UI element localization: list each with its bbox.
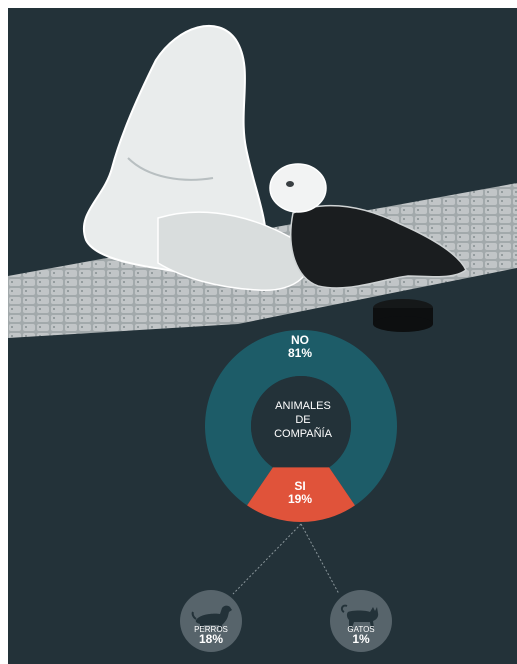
- breakdown-perros: PERROS 18%: [180, 590, 242, 652]
- slice-label-si: SI 19%: [270, 480, 330, 506]
- infographic: NO 81% SI 19% ANIMALES DE COMPAÑÍA PERRO…: [8, 8, 517, 664]
- cat-icon: [340, 604, 379, 628]
- breakdown-gatos: GATOS 1%: [330, 590, 392, 652]
- slice-si: [247, 467, 355, 522]
- gatos-value: 1%: [352, 632, 370, 646]
- perros-value: 18%: [198, 632, 224, 646]
- center-label-line-1: ANIMALES: [275, 400, 331, 412]
- slice-label-no: NO 81%: [270, 334, 330, 360]
- connector-perros: [232, 523, 302, 595]
- connector-gatos: [300, 523, 340, 595]
- slice-no: [205, 330, 398, 506]
- center-label-line-2: DE: [295, 414, 311, 426]
- slice-no-name: NO: [291, 333, 309, 347]
- photo-person-with-dog: [8, 24, 517, 338]
- center-label-line-3: COMPAÑÍA: [274, 428, 332, 440]
- gatos-label: GATOS: [347, 625, 375, 634]
- perros-label: PERROS: [194, 625, 228, 634]
- donut-hole: [251, 376, 351, 476]
- slice-no-value: 81%: [287, 346, 313, 360]
- donut-chart: [205, 330, 398, 595]
- center-label: ANIMALES DE COMPAÑÍA: [258, 399, 348, 441]
- slice-si-name: SI: [294, 479, 306, 493]
- slice-si-value: 19%: [287, 492, 313, 506]
- dog-icon: [191, 605, 232, 630]
